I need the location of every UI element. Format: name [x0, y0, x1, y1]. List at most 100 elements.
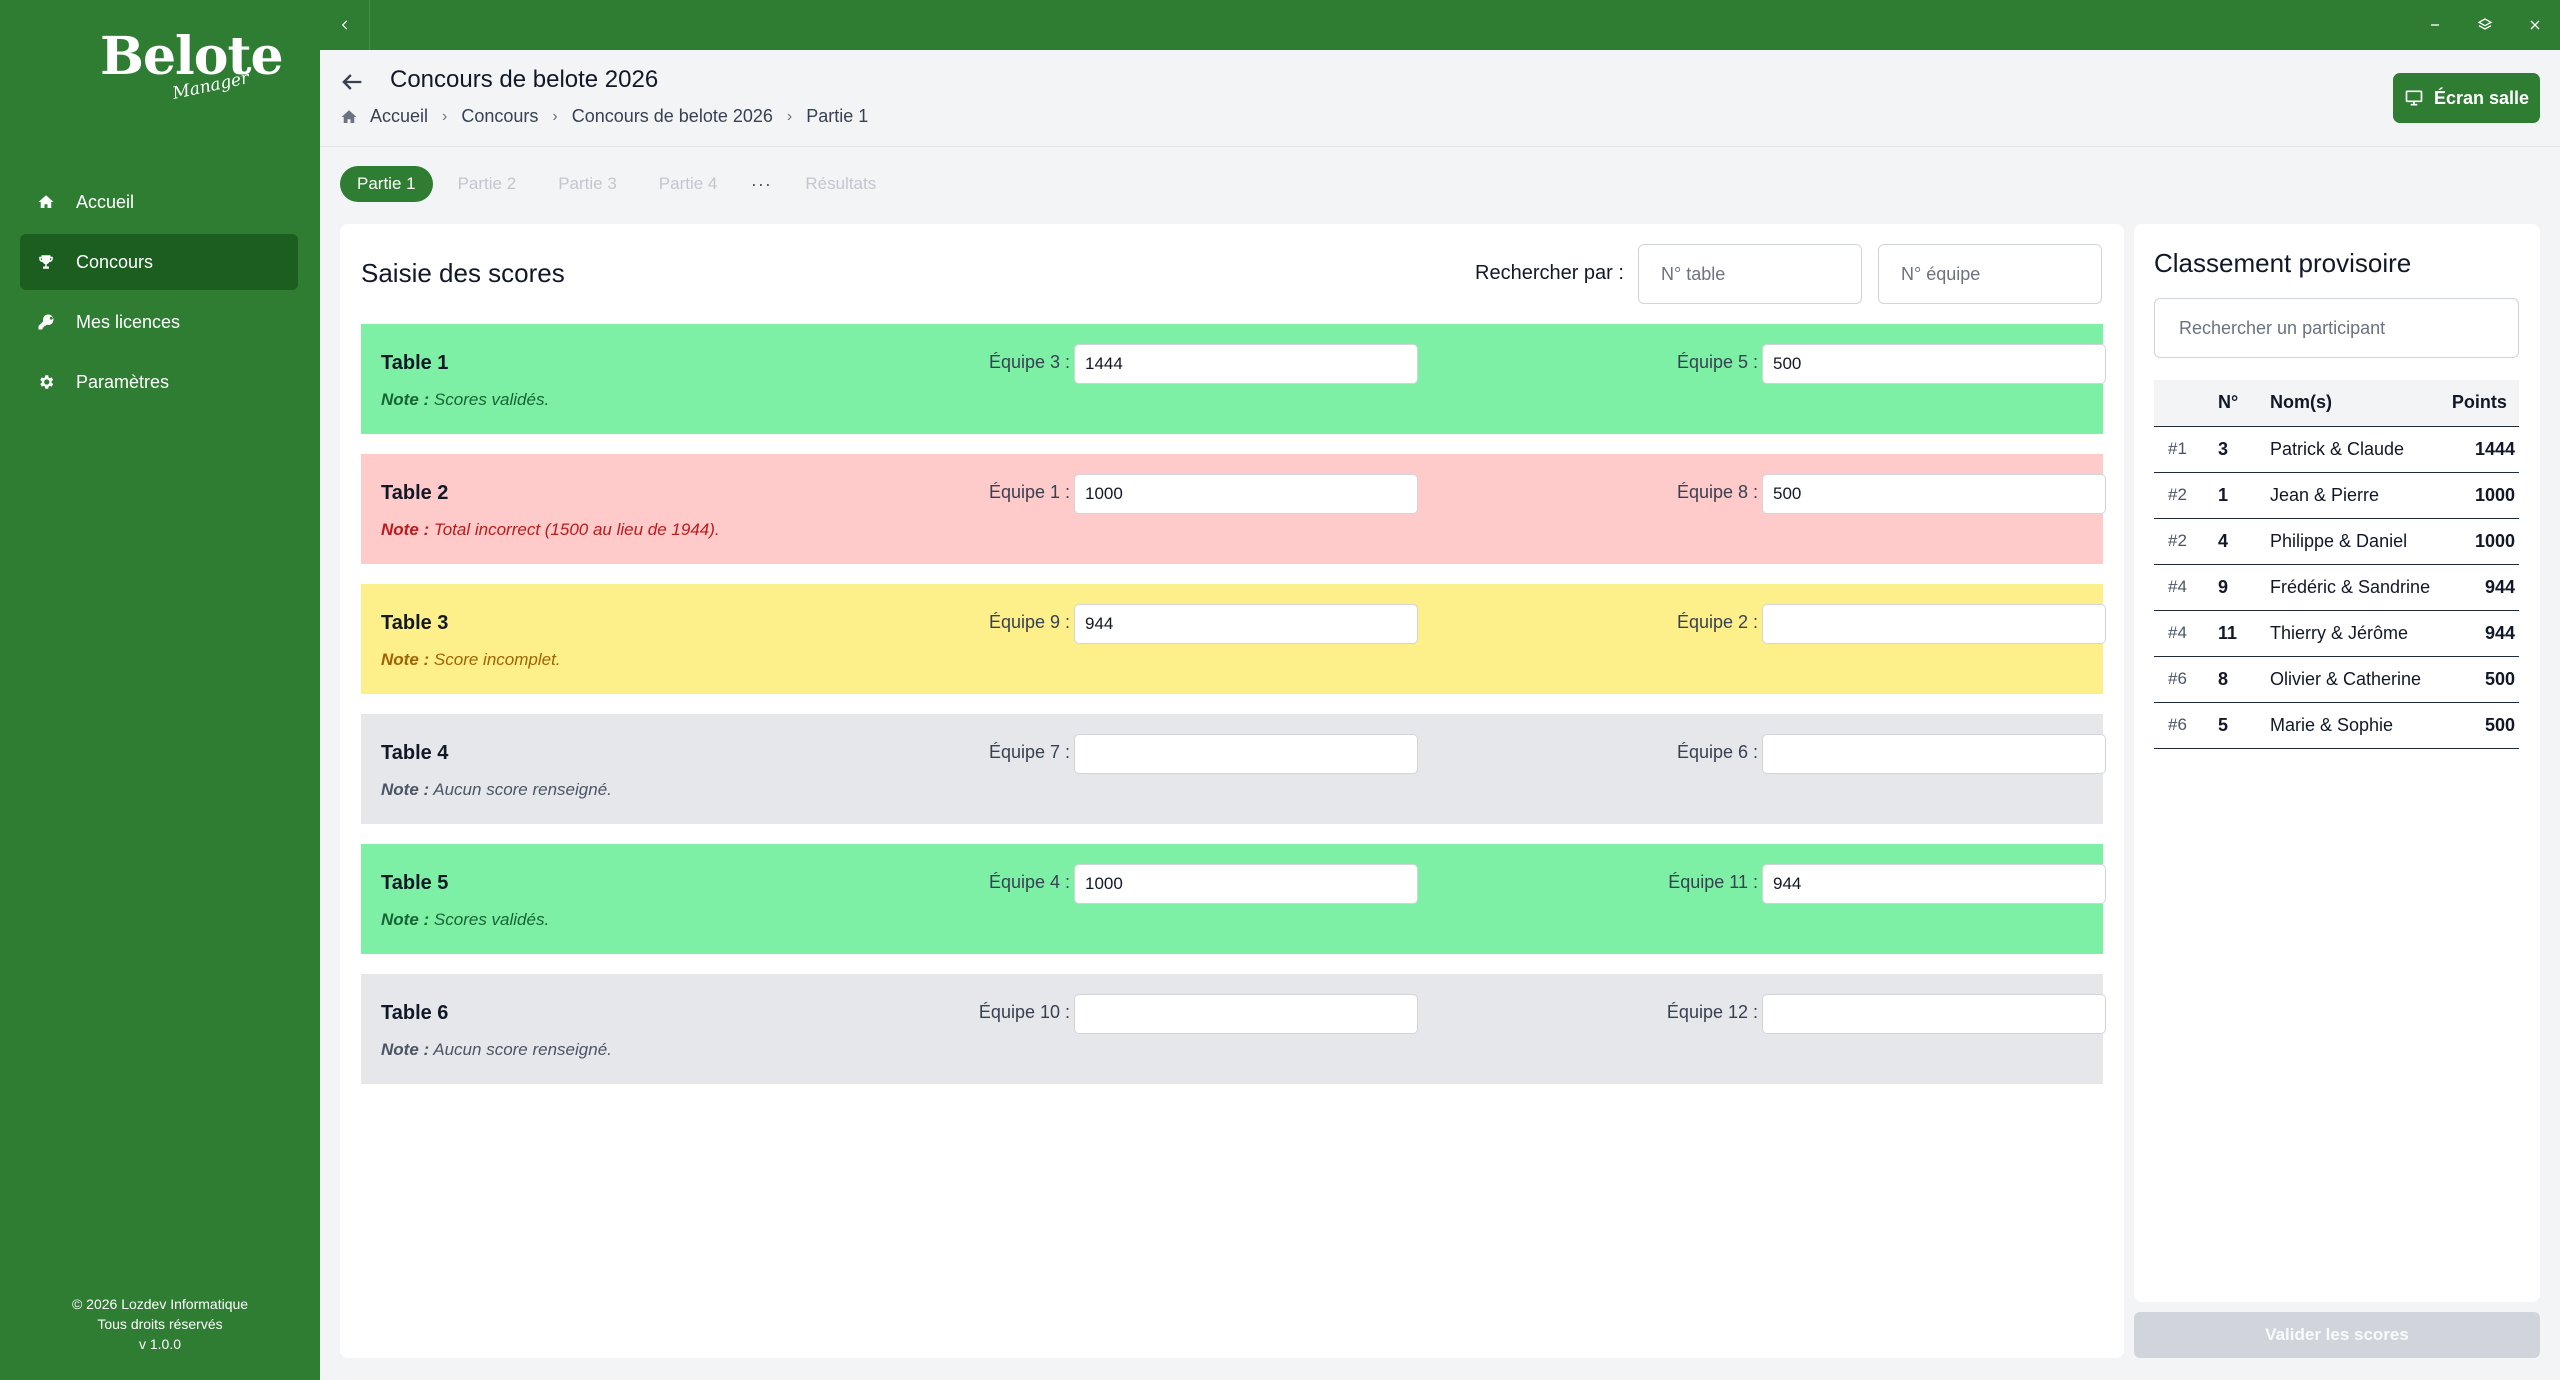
- note-text: Total incorrect (1500 au lieu de 1944).: [433, 520, 720, 539]
- section-title: Saisie des scores: [361, 258, 565, 288]
- points-cell: 1444: [2451, 426, 2519, 473]
- names-cell: Marie & Sophie: [2270, 702, 2452, 749]
- team-a-score-input[interactable]: [1074, 994, 1418, 1034]
- points-cell: 1000: [2451, 472, 2519, 519]
- breadcrumb-item-concours-2026[interactable]: Concours de belote 2026: [571, 106, 773, 126]
- tab-resultats[interactable]: Résultats: [805, 174, 877, 193]
- rank-cell: #4: [2154, 564, 2218, 611]
- score-table-row: Table 4 Équipe 7 : Équipe 6 : Note : Aucun …: [361, 714, 2106, 824]
- sidebar-item-licences[interactable]: Mes licences: [20, 294, 298, 350]
- team-b-score-input[interactable]: [1762, 604, 2106, 644]
- back-arrow-icon[interactable]: [338, 68, 366, 96]
- note-label: Note :: [381, 780, 430, 799]
- chevron-left-icon: [341, 20, 347, 30]
- breadcrumb-item-concours[interactable]: Concours: [461, 106, 539, 126]
- rank-cell: #6: [2154, 656, 2218, 703]
- note-label: Note :: [381, 520, 430, 539]
- sidebar-item-accueil[interactable]: Accueil: [20, 174, 298, 230]
- table-search-input[interactable]: [1638, 244, 1862, 304]
- team-a-label: Équipe 7 :: [988, 742, 1070, 762]
- team-num-cell: 8: [2218, 656, 2270, 703]
- team-a-score-input[interactable]: [1074, 604, 1418, 644]
- points-cell: 500: [2451, 656, 2519, 703]
- score-table-row: Table 3 Équipe 9 : Équipe 2 : Note : Score …: [361, 584, 2106, 694]
- names-cell: Thierry & Jérôme: [2270, 610, 2452, 657]
- rank-cell: #2: [2154, 472, 2218, 519]
- team-a-score-input[interactable]: [1074, 344, 1418, 384]
- team-b-score-input[interactable]: [1762, 864, 2106, 904]
- validate-scores-button[interactable]: Valider les scores: [2134, 1312, 2540, 1358]
- team-b-score-input[interactable]: [1762, 994, 2106, 1034]
- ranking-row: #4 11 Thierry & Jérôme 944: [2154, 610, 2519, 657]
- team-b-label: Équipe 2 :: [1676, 612, 1758, 632]
- header-divider: [320, 146, 2560, 147]
- rank-cell: #2: [2154, 518, 2218, 565]
- sidebar-item-concours[interactable]: Concours: [20, 234, 298, 290]
- collapse-sidebar-button[interactable]: [320, 0, 370, 50]
- minimize-button[interactable]: [2410, 0, 2460, 50]
- team-a-score-input[interactable]: [1074, 474, 1418, 514]
- ranking-row: #4 9 Frédéric & Sandrine 944: [2154, 564, 2519, 611]
- team-b-label: Équipe 5 :: [1676, 352, 1758, 372]
- team-num-cell: 3: [2218, 426, 2270, 473]
- gear-icon: [36, 372, 56, 392]
- row-note: Note : Aucun score renseigné.: [381, 780, 612, 800]
- monitor-icon: [2405, 90, 2423, 106]
- sidebar-item-label: Paramètres: [76, 371, 170, 392]
- names-cell: Jean & Pierre: [2270, 472, 2452, 519]
- tab-partie-1[interactable]: Partie 1: [340, 166, 433, 202]
- ecran-salle-label: Écran salle: [2433, 87, 2530, 108]
- table-name: Table 3: [381, 612, 449, 634]
- team-b-score-input[interactable]: [1762, 474, 2106, 514]
- team-b-label: Équipe 8 :: [1676, 482, 1758, 502]
- rank-cell: #4: [2154, 610, 2218, 657]
- participant-search-input[interactable]: [2154, 298, 2519, 358]
- sidebar-item-label: Mes licences: [76, 311, 181, 332]
- team-a-label: Équipe 3 :: [988, 352, 1070, 372]
- score-table-row: Table 5 Équipe 4 : Équipe 11 : Note : Score…: [361, 844, 2106, 954]
- close-icon: [2530, 20, 2540, 30]
- note-label: Note :: [381, 650, 430, 669]
- version-text: v 1.0.0: [138, 1336, 182, 1352]
- chevron-right-icon: ›: [552, 107, 558, 125]
- rank-cell: #1: [2154, 426, 2218, 473]
- close-button[interactable]: [2510, 0, 2560, 50]
- tab-partie-2[interactable]: Partie 2: [457, 174, 517, 193]
- table-name: Table 5: [381, 872, 449, 894]
- layers-icon: [2477, 18, 2493, 30]
- team-num-cell: 9: [2218, 564, 2270, 611]
- ranking-row: #2 4 Philippe & Daniel 1000: [2154, 518, 2519, 565]
- team-a-score-input[interactable]: [1074, 734, 1418, 774]
- tab-partie-3[interactable]: Partie 3: [558, 174, 617, 193]
- names-cell: Frédéric & Sandrine: [2270, 564, 2452, 611]
- team-a-label: Équipe 4 :: [988, 872, 1070, 892]
- team-b-score-input[interactable]: [1762, 734, 2106, 774]
- score-table-row: Table 6 Équipe 10 : Équipe 12 : Note : Aucu…: [361, 974, 2106, 1084]
- note-text: Scores validés.: [433, 390, 550, 409]
- logo-main-text: Belote: [100, 26, 284, 87]
- key-icon: [36, 312, 56, 332]
- restore-button[interactable]: [2460, 0, 2510, 50]
- sidebar-footer: © 2026 Lozdev Informatique Tous droits r…: [0, 1294, 320, 1354]
- sidebar-item-label: Accueil: [76, 191, 135, 212]
- team-num-cell: 11: [2218, 610, 2270, 657]
- team-b-label: Équipe 6 :: [1676, 742, 1758, 762]
- minimize-icon: [2431, 24, 2439, 26]
- team-num-cell: 5: [2218, 702, 2270, 749]
- row-note: Note : Aucun score renseigné.: [381, 1040, 612, 1060]
- more-tabs-icon[interactable]: ···: [750, 173, 772, 194]
- row-note: Note : Score incomplet.: [381, 650, 561, 670]
- note-label: Note :: [381, 910, 430, 929]
- search-label: Rechercher par :: [1475, 262, 1624, 284]
- sidebar-item-parametres[interactable]: Paramètres: [20, 354, 298, 410]
- team-a-score-input[interactable]: [1074, 864, 1418, 904]
- points-header: Points: [2451, 380, 2519, 427]
- breadcrumb-item-accueil[interactable]: Accueil: [370, 106, 429, 126]
- team-b-score-input[interactable]: [1762, 344, 2106, 384]
- rights-text: Tous droits réservés: [97, 1316, 223, 1332]
- ecran-salle-button[interactable]: Écran salle: [2393, 73, 2540, 123]
- tab-partie-4[interactable]: Partie 4: [658, 174, 718, 193]
- team-search-input[interactable]: [1878, 244, 2102, 304]
- breadcrumb: Accueil › Concours › Concours de belote …: [340, 106, 868, 127]
- row-note: Note : Scores validés.: [381, 390, 549, 410]
